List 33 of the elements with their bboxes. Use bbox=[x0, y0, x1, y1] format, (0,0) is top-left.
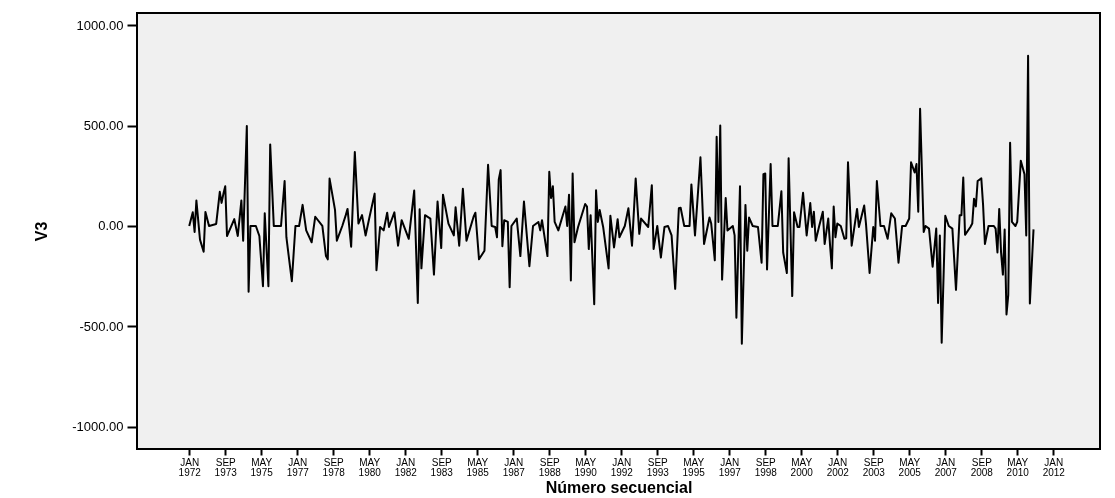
x-tick-label: MAY 1995 bbox=[682, 456, 706, 478]
y-axis-title: V3 bbox=[33, 221, 51, 242]
x-tick-label: SEP 2003 bbox=[862, 456, 886, 478]
x-tick-label: MAY 2000 bbox=[790, 456, 814, 478]
x-tick-label: SEP 1983 bbox=[430, 456, 454, 478]
x-tick-label: JAN 1997 bbox=[718, 456, 742, 478]
x-tick-label: SEP 1993 bbox=[646, 456, 670, 478]
x-tick-label: MAY 1990 bbox=[574, 456, 598, 478]
x-tick-label: MAY 2010 bbox=[1006, 456, 1030, 478]
x-tick-label: JAN 1992 bbox=[610, 456, 634, 478]
y-tick-label: -500.00 bbox=[79, 318, 124, 334]
y-tick-label: 1000.00 bbox=[76, 17, 124, 33]
x-tick-label: MAY 1985 bbox=[466, 456, 490, 478]
x-tick-label: SEP 2008 bbox=[970, 456, 994, 478]
x-tick-label: SEP 1998 bbox=[754, 456, 778, 478]
x-tick-label: JAN 2012 bbox=[1042, 456, 1066, 478]
x-tick-label: JAN 1982 bbox=[394, 456, 418, 478]
x-tick-label: MAY 2005 bbox=[898, 456, 922, 478]
y-tick-label: -1000.00 bbox=[72, 419, 124, 435]
y-tick-label: 500.00 bbox=[83, 118, 124, 134]
x-tick-label: JAN 1972 bbox=[178, 456, 202, 478]
x-tick-label: SEP 1988 bbox=[538, 456, 562, 478]
line-series bbox=[188, 54, 1035, 345]
x-tick-label: MAY 1980 bbox=[358, 456, 382, 478]
x-tick-label: JAN 2002 bbox=[826, 456, 850, 478]
x-tick-label: JAN 2007 bbox=[934, 456, 958, 478]
x-tick-label: SEP 1978 bbox=[322, 456, 346, 478]
x-axis-title: Número secuencial bbox=[545, 478, 693, 496]
x-tick-label: JAN 1977 bbox=[286, 456, 310, 478]
x-tick-label: MAY 1975 bbox=[250, 456, 274, 478]
y-tick-label: 0.00 bbox=[98, 218, 124, 234]
x-tick-label: JAN 1987 bbox=[502, 456, 526, 478]
x-tick-label: SEP 1973 bbox=[214, 456, 238, 478]
